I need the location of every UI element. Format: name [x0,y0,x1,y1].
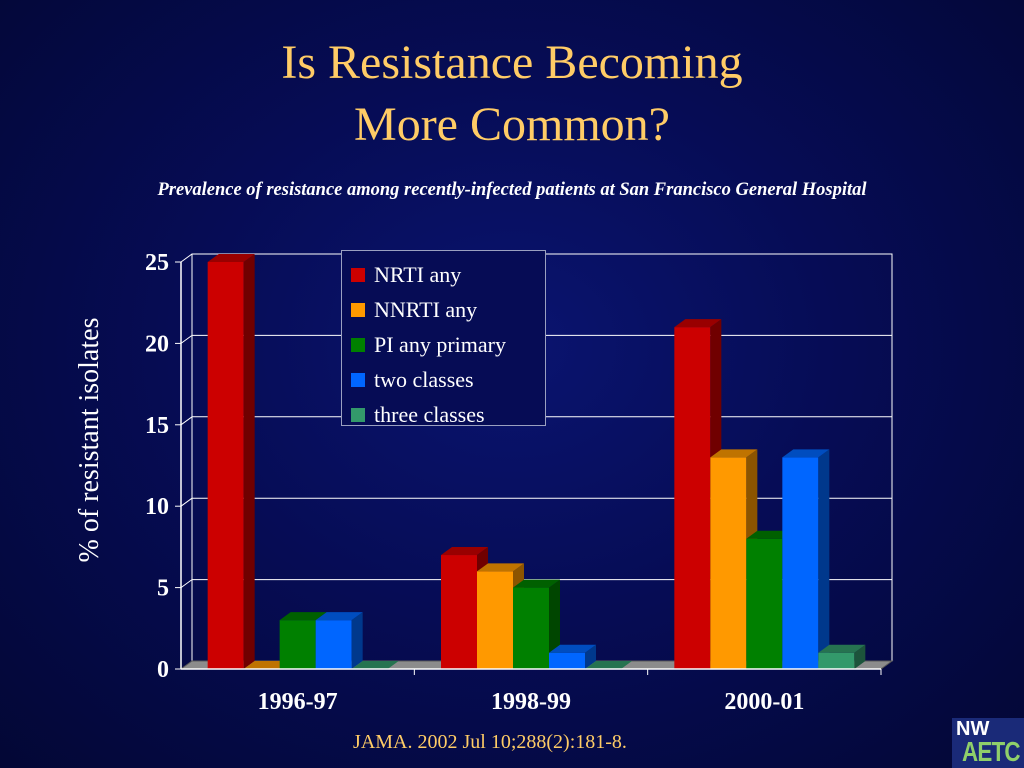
bar-two-classes-1996-97 [315,612,363,669]
bar-front [710,457,747,669]
bar-nrti-any-2000-01 [674,319,722,669]
y-tick-label-25: 25 [145,250,169,276]
y-tick-label-15: 15 [145,413,169,439]
bar-top [549,644,596,653]
bar-front [315,620,352,669]
bar-front [818,652,855,669]
bar-top [315,612,363,621]
legend-label-two-classes: two classes [374,366,474,392]
y-tick-label-5: 5 [157,576,169,602]
legend-label-nnrti: NNRTI any [374,296,478,322]
bar-side [585,644,596,669]
bar-top [782,449,830,458]
bar-front [549,652,585,669]
legend-swatch-nnrti [351,302,365,317]
chart-legend: NRTI any NNRTI any PI any primary two cl… [341,250,546,427]
bar-three-classes-1996-97 [351,661,399,669]
bar-three-classes-2000-01 [818,644,866,669]
legend-item-three-classes: three classes [342,397,545,432]
y-tick-label-0: 0 [157,657,169,683]
bar-front [207,262,244,669]
slide-subtitle: Prevalence of resistance among recently-… [157,180,867,200]
bar-side [854,644,866,669]
bar-top [441,547,488,556]
bar-nrti-any-1996-97 [207,254,255,669]
legend-item-nrti: NRTI any [342,257,545,292]
plot-bars [207,254,866,669]
slide-title-line-2: More Common? [354,98,670,151]
gridline-side-15 [180,416,193,426]
legend-item-pi: PI any primary [342,327,545,362]
x-tick-label-2000-01: 2000-01 [724,689,804,715]
legend-swatch-three-classes [351,407,365,422]
slide-title: Is Resistance Becoming More Common? [0,32,1024,156]
bar-front [513,587,549,669]
bar-top [585,661,632,669]
bar-top [207,254,255,262]
x-tick-label-1998-99: 1998-99 [491,689,571,715]
legend-swatch-two-classes [351,372,365,387]
gridline-side-10 [180,497,193,507]
bar-front [279,620,316,669]
gridline-side-25 [180,253,193,263]
slide-title-line-1: Is Resistance Becoming [281,36,743,89]
bar-top [477,563,524,572]
legend-swatch-pi [351,337,365,352]
bar-top [279,612,327,621]
bar-two-classes-1998-99 [549,644,596,669]
bar-three-classes-1998-99 [585,661,632,669]
legend-label-nrti: NRTI any [374,261,462,287]
gridline-side-20 [180,334,193,344]
plot-axes [175,261,882,675]
source-citation: JAMA. 2002 Jul 10;288(2):181-8. [353,731,627,753]
bar-two-classes-2000-01 [782,449,830,669]
logo-text-nw: NW [956,718,990,740]
bar-top [351,661,399,669]
legend-swatch-nrti [351,267,365,282]
legend-item-nnrti: NNRTI any [342,292,545,327]
plot-labels: 0 5 10 15 20 25 1996-97 1998-99 2000-01 [145,250,804,715]
legend-label-three-classes: three classes [374,401,485,427]
bar-top [746,530,794,539]
gridline-side-5 [180,579,193,589]
bar-top [243,661,291,669]
bar-top [674,319,722,328]
bar-nnrti-any-1996-97 [243,661,291,669]
legend-item-two-classes: two classes [342,362,545,397]
bar-front [674,327,711,669]
bar-front [441,555,477,669]
x-tick-label-1996-97: 1996-97 [258,689,338,715]
bar-pi-any-primary-1998-99 [513,579,560,669]
bar-top [710,449,758,458]
bar-side [818,449,830,669]
bar-front [782,457,819,669]
bar-top [818,644,866,653]
bar-side [549,579,560,669]
bar-top [513,579,560,588]
y-axis-label: % of resistant isolates [74,317,105,563]
y-tick-label-10: 10 [145,494,169,520]
nw-aetc-logo: NW AETC [952,718,1024,768]
bar-side [351,612,363,669]
y-tick-label-20: 20 [145,331,169,357]
legend-label-pi: PI any primary [374,331,506,357]
bar-side [243,254,255,669]
bar-front [746,538,783,669]
logo-text-aetc: AETC [962,736,1021,767]
bar-front [477,571,513,669]
